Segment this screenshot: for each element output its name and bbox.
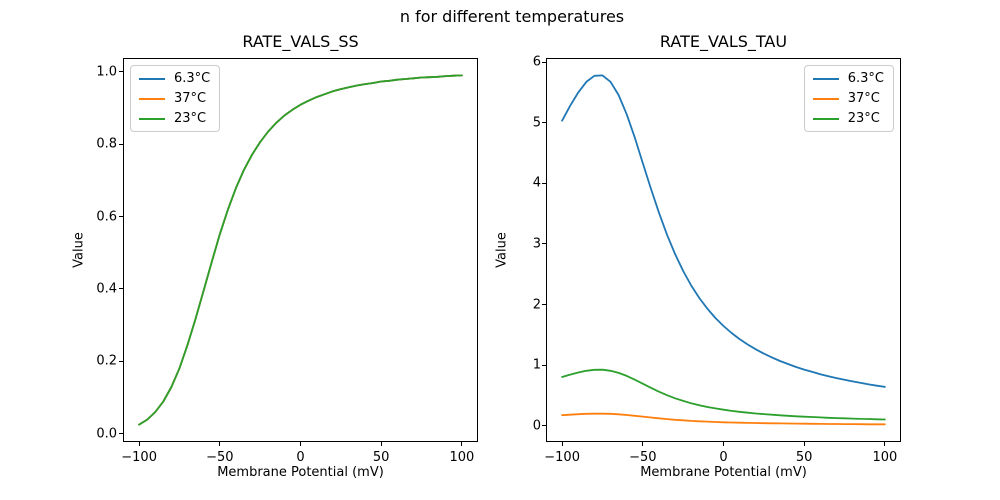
legend-entry: 23°C [812,111,884,126]
x-axis-label-ss: Membrane Potential (mV) [217,465,384,480]
y-tick-label: 3 [532,236,541,252]
legend-line-swatch [812,97,839,100]
y-tick-mark [542,304,546,305]
y-tick-mark [542,364,546,366]
x-tick-mark [380,442,382,446]
y-axis-label-tau: Value [494,232,510,268]
y-tick-mark [542,425,546,427]
figure-title: n for different temperatures [399,7,625,26]
legend-label: 23°C [847,111,880,126]
plot-canvas-tau [546,58,901,442]
y-tick-mark [542,243,546,245]
y-tick-label: 0.8 [96,136,117,152]
x-tick-mark [219,442,221,446]
legend-ss: 6.3°C 37°C 23°C [130,65,221,132]
series-line-37°C [561,412,886,426]
legend-entry: 23°C [139,111,210,126]
y-tick-label: 0 [532,418,541,434]
y-tick-label: 0.6 [96,209,117,225]
y-axis-label-ss: Value [71,232,87,268]
axes-box-ss [123,58,478,442]
y-tick-label: 4 [532,175,541,191]
x-tick-label: 100 [872,450,898,465]
x-tick-label: −100 [121,450,157,465]
axes-spines [546,58,901,442]
axes-box-tau [546,58,901,442]
legend-entry: 6.3°C [139,71,210,86]
plot-canvas-ss [123,58,478,442]
x-axis-label-tau: Membrane Potential (mV) [640,465,807,480]
y-tick-mark [119,360,123,362]
x-tick-mark [803,442,805,446]
y-tick-label: 0.4 [96,281,117,297]
x-tick-mark [461,442,463,446]
x-tick-label: −100 [544,450,580,465]
axes-title-ss: RATE_VALS_SS [242,32,359,51]
x-tick-label: 100 [449,450,475,465]
x-tick-mark [723,442,724,446]
x-tick-label: 50 [795,450,813,465]
legend-label: 37°C [174,91,207,106]
y-tick-mark [119,433,123,435]
x-tick-mark [300,442,301,446]
series-line-23°C [138,74,463,426]
legend-label: 23°C [174,111,207,126]
x-tick-mark [138,442,140,446]
legend-tau: 6.3°C 37°C 23°C [803,65,894,132]
legend-line-swatch [139,117,165,120]
y-tick-mark [119,71,123,73]
y-tick-mark [119,216,123,218]
legend-label: 37°C [847,91,880,106]
axes-title-tau: RATE_VALS_TAU [659,32,788,51]
legend-entry: 37°C [812,91,884,106]
series-line-23°C [561,368,886,421]
legend-line-swatch [812,77,839,80]
y-tick-label: 0.0 [96,426,117,442]
subplot-rate-vals-tau: RATE_VALS_TAU Value Membrane Potential (… [495,32,901,480]
y-tick-label: 5 [532,115,541,131]
y-tick-label: 2 [532,297,541,312]
y-tick-mark [119,143,123,145]
y-tick-label: 0.2 [96,353,117,369]
x-tick-label: −50 [629,450,657,465]
legend-line-swatch [812,117,839,120]
y-tick-mark [542,122,546,124]
legend-entry: 37°C [139,91,210,106]
legend-entry: 6.3°C [812,71,884,86]
y-tick-label: 6 [532,54,541,70]
y-tick-mark [119,288,123,290]
x-tick-label: 0 [719,450,728,465]
x-tick-mark [884,442,886,446]
y-tick-label: 1 [532,357,541,373]
x-tick-mark [642,442,644,446]
legend-label: 6.3°C [174,71,211,86]
legend-label: 6.3°C [847,71,884,86]
y-tick-mark [542,61,546,63]
x-tick-label: 50 [372,450,390,465]
subplot-rate-vals-ss: RATE_VALS_SS Value Membrane Potential (m… [72,32,478,480]
y-tick-label: 1.0 [96,64,117,80]
axes-spines [123,58,478,442]
x-tick-label: −50 [206,450,234,465]
series-line-6.3°C [561,74,886,388]
legend-line-swatch [139,77,165,80]
legend-line-swatch [139,97,165,100]
y-tick-mark [542,182,546,184]
x-tick-label: 0 [296,450,305,465]
x-tick-mark [561,442,563,446]
